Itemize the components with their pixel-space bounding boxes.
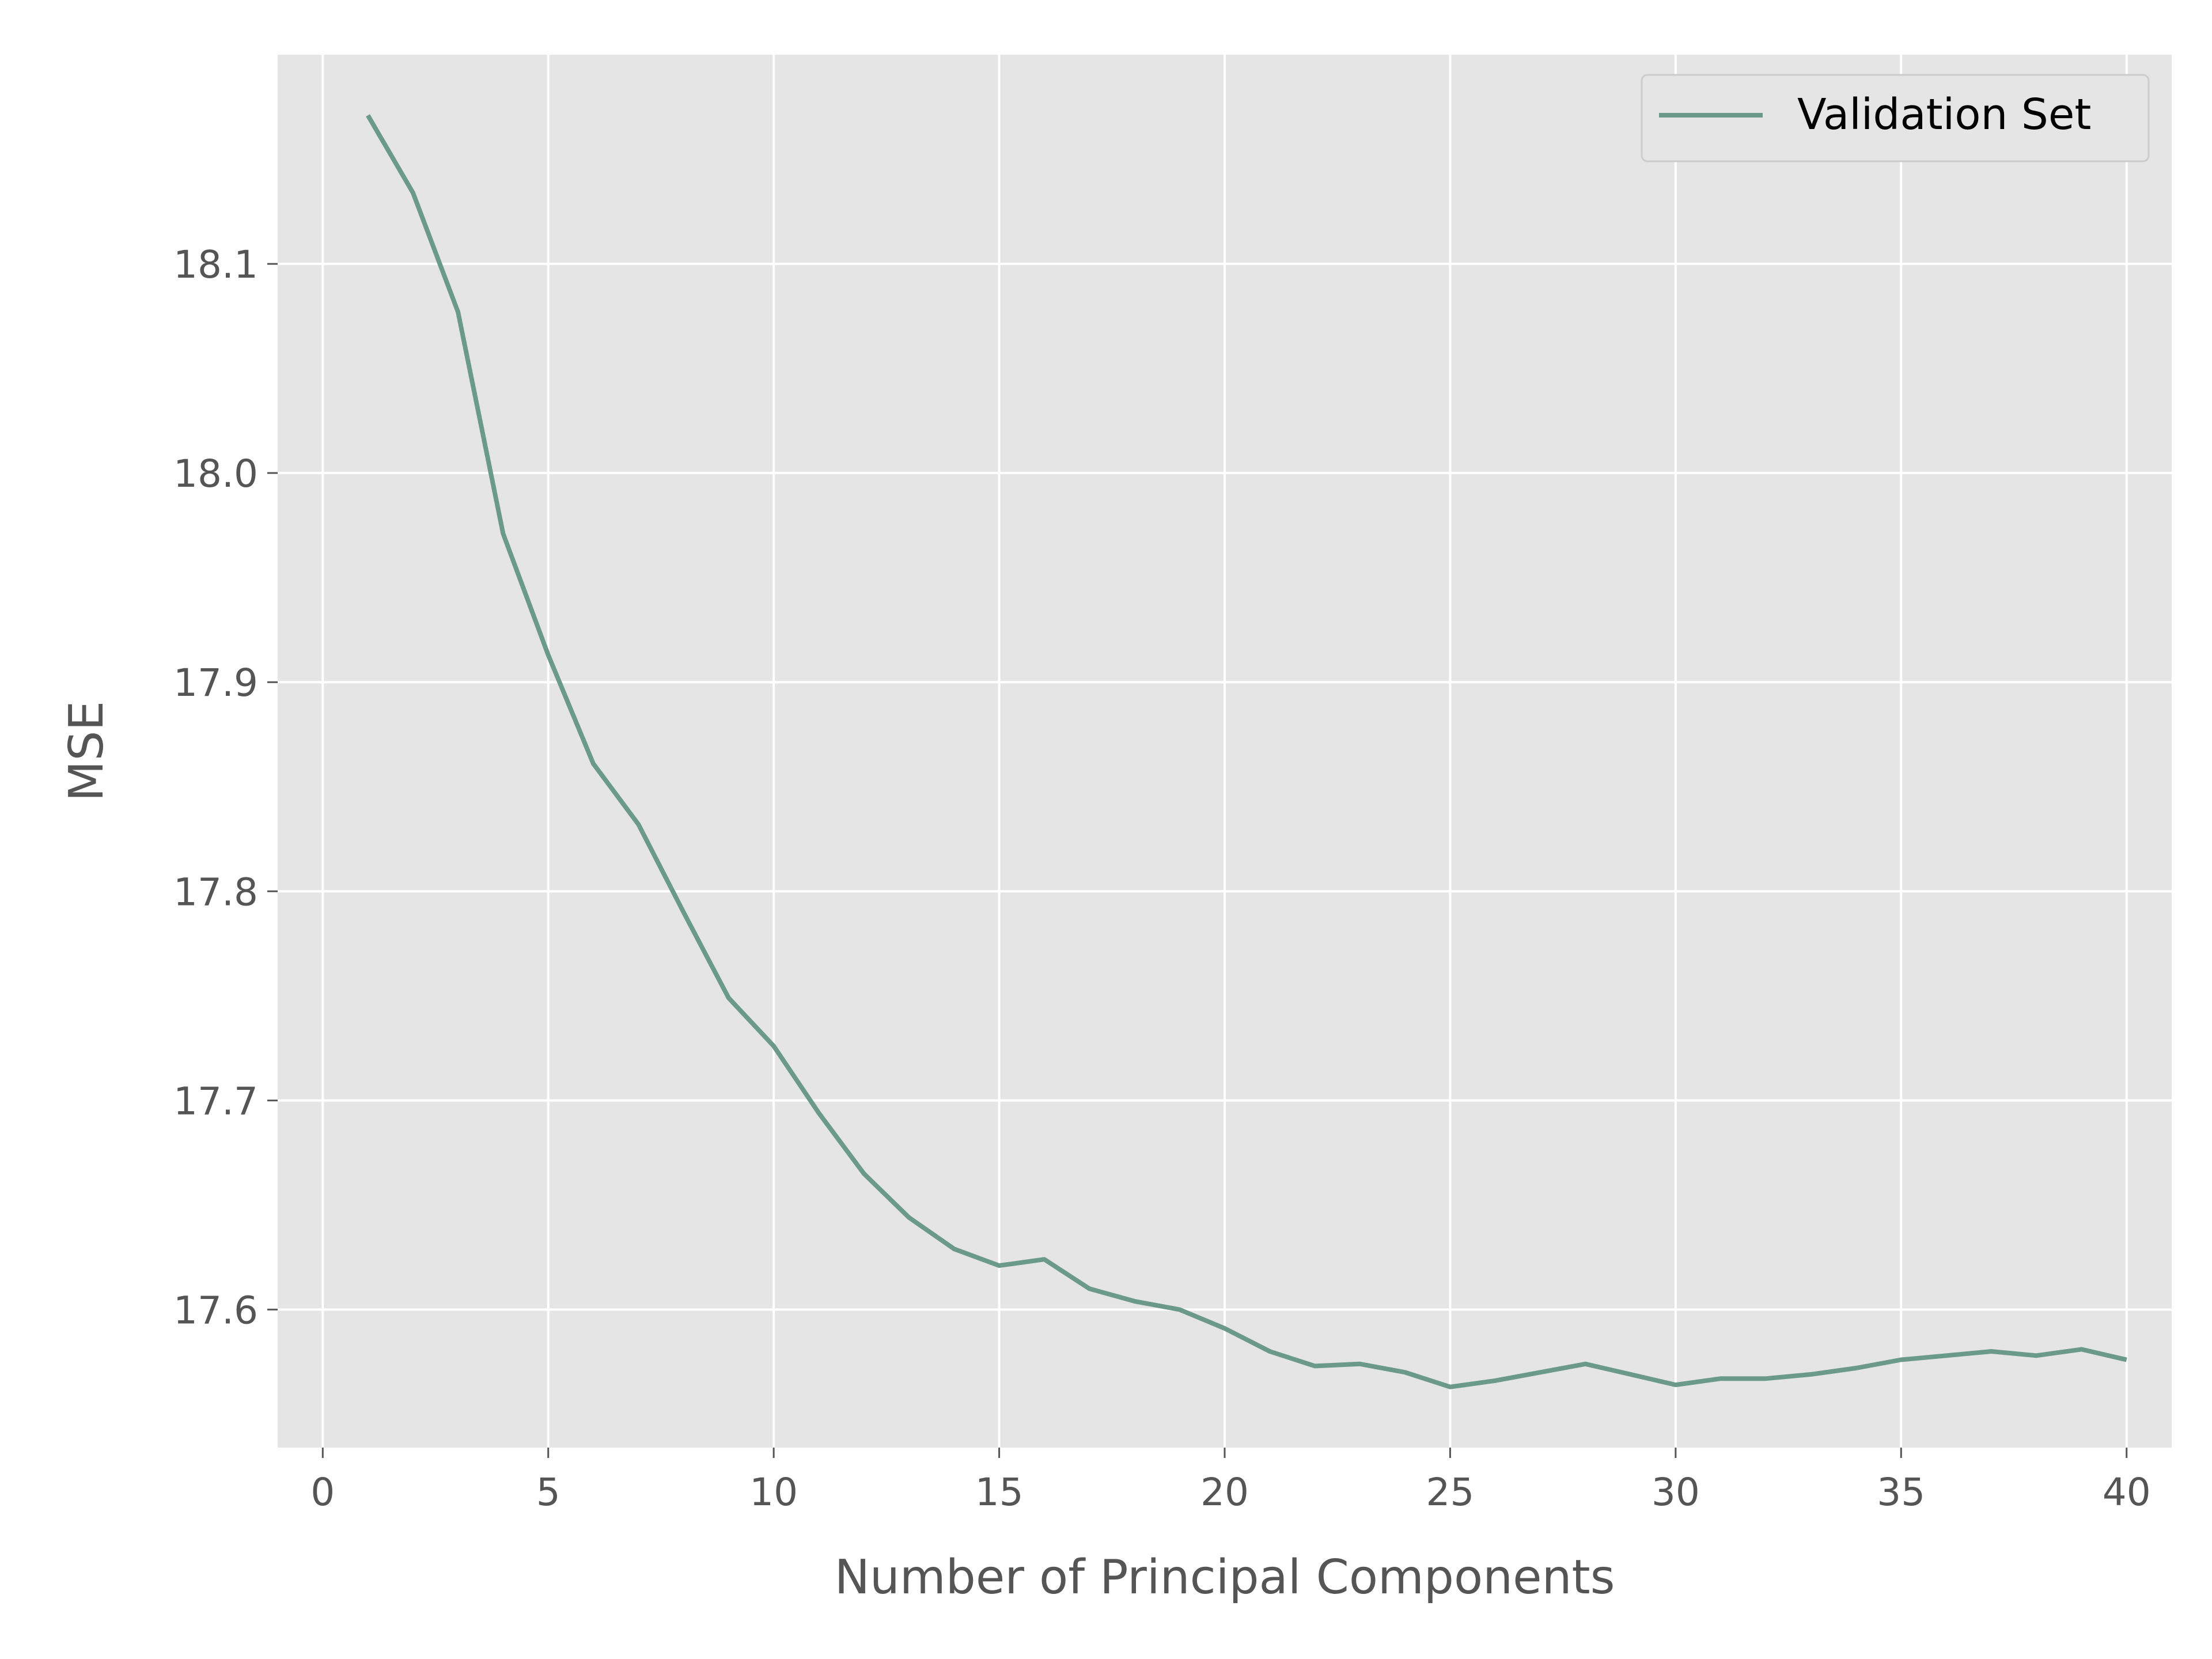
y-tick-label: 17.7 <box>173 1079 258 1123</box>
data-point <box>593 763 594 764</box>
data-point <box>1856 1368 1857 1369</box>
x-tick-label: 25 <box>1426 1470 1474 1514</box>
x-tick-label: 35 <box>1877 1470 1925 1514</box>
x-axis-ticks: 0 5 10 15 20 25 30 35 40 <box>310 1448 2151 1514</box>
x-tick-label: 10 <box>749 1470 798 1514</box>
x-tick-label: 40 <box>2103 1470 2151 1514</box>
legend-label: Validation Set <box>1797 90 2091 139</box>
grid-lines <box>278 55 2172 1448</box>
x-tick-label: 5 <box>536 1470 560 1514</box>
data-point <box>1540 1372 1541 1373</box>
series-layer <box>366 114 2127 1389</box>
data-point <box>1585 1363 1586 1364</box>
data-point <box>1405 1372 1406 1373</box>
data-point <box>1901 1359 1902 1360</box>
x-tick-label: 15 <box>975 1470 1024 1514</box>
x-tick-label: 30 <box>1652 1470 1700 1514</box>
x-tick-label: 0 <box>310 1470 335 1514</box>
data-point <box>2081 1349 2082 1350</box>
data-point <box>2126 1359 2127 1360</box>
data-point <box>1359 1363 1360 1364</box>
x-axis-label: Number of Principal Components <box>835 1550 1615 1605</box>
data-point <box>638 824 639 825</box>
data-point <box>1179 1309 1180 1310</box>
data-point <box>2036 1355 2037 1356</box>
y-axis-ticks: 17.6 17.7 17.8 17.9 18.0 18.1 <box>173 243 278 1332</box>
legend: Validation Set <box>1641 74 2150 162</box>
y-tick-label: 18.0 <box>173 452 258 496</box>
data-point <box>909 1217 910 1218</box>
y-tick-label: 18.1 <box>173 243 258 287</box>
x-tick-label: 20 <box>1200 1470 1249 1514</box>
legend-box <box>1641 74 2150 162</box>
data-point <box>412 192 413 193</box>
y-tick-label: 17.9 <box>173 661 258 705</box>
y-tick-label: 17.6 <box>173 1288 258 1332</box>
y-axis-label: MSE <box>59 701 114 802</box>
series-line-validation-set <box>366 114 2127 1389</box>
y-tick-label: 17.8 <box>173 870 258 914</box>
data-point <box>863 1173 864 1174</box>
